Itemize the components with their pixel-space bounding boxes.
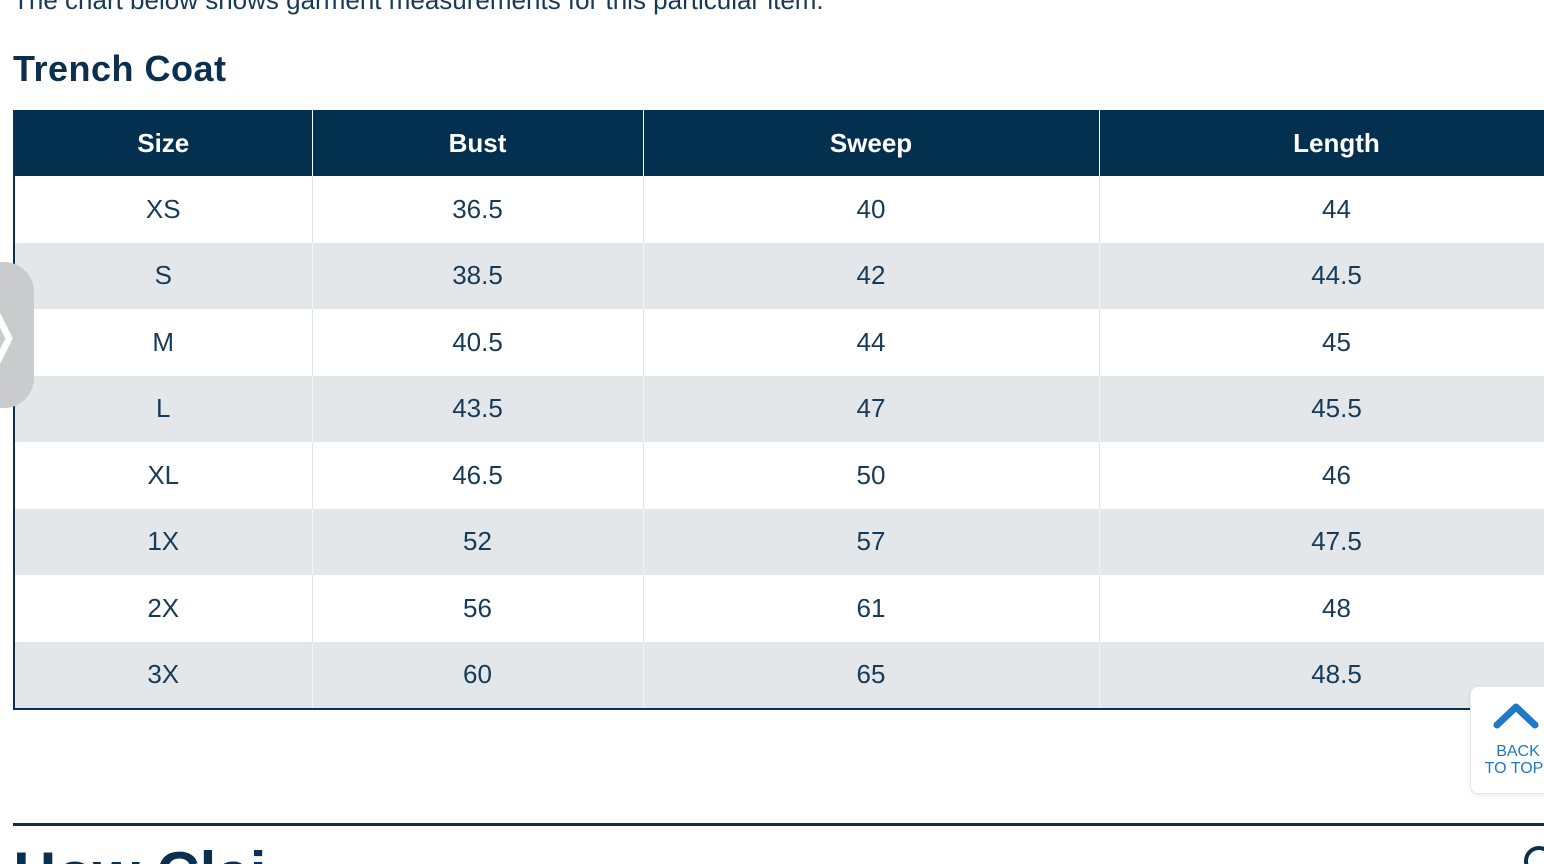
cell-size: L [14,375,313,442]
cell-length: 47.5 [1099,508,1544,575]
table-row: S 38.5 42 44.5 [14,242,1544,309]
size-chart-table: Size Bust Sweep Length XS 36.5 40 44 S 3… [13,110,1544,710]
cell-bust: 40.5 [312,309,644,376]
cell-size: 1X [14,508,313,575]
cell-size: XS [14,176,313,243]
chevron-up-icon [1493,703,1539,729]
cell-bust: 56 [312,575,644,642]
cell-length: 48.5 [1099,641,1544,709]
table-row: XS 36.5 40 44 [14,176,1544,243]
cell-sweep: 44 [643,309,1100,376]
expand-icon[interactable] [1524,846,1544,864]
cell-sweep: 42 [643,242,1100,309]
header-length: Length [1099,110,1544,176]
cell-bust: 36.5 [312,176,644,243]
cell-sweep: 40 [643,176,1100,243]
cell-length: 46 [1099,442,1544,509]
cell-sweep: 57 [643,508,1100,575]
back-to-top-button[interactable]: BACK TO TOP [1470,686,1544,794]
header-size: Size [14,110,313,176]
side-drawer-tab[interactable]: ❭ [0,262,34,408]
cell-length: 44.5 [1099,242,1544,309]
cell-length: 45.5 [1099,375,1544,442]
cell-sweep: 61 [643,575,1100,642]
cell-bust: 43.5 [312,375,644,442]
section-divider [13,823,1544,826]
cell-sweep: 47 [643,375,1100,442]
cell-length: 44 [1099,176,1544,243]
next-section-heading: How Clai [13,842,266,864]
cell-bust: 52 [312,508,644,575]
cell-size: S [14,242,313,309]
cell-sweep: 65 [643,641,1100,709]
cell-length: 45 [1099,309,1544,376]
header-sweep: Sweep [643,110,1100,176]
cell-bust: 46.5 [312,442,644,509]
header-bust: Bust [312,110,644,176]
intro-text: The chart below shows garment measuremen… [13,0,824,15]
cell-size: 2X [14,575,313,642]
cell-bust: 60 [312,641,644,709]
table-row: M 40.5 44 45 [14,309,1544,376]
table-row: L 43.5 47 45.5 [14,375,1544,442]
table-row: 2X 56 61 48 [14,575,1544,642]
cell-sweep: 50 [643,442,1100,509]
table-row: 1X 52 57 47.5 [14,508,1544,575]
cell-size: 3X [14,641,313,709]
cell-length: 48 [1099,575,1544,642]
back-to-top-label-line2: TO TOP [1484,760,1544,777]
back-to-top-label-line1: BACK [1496,743,1540,760]
table-row: XL 46.5 50 46 [14,442,1544,509]
table-header-row: Size Bust Sweep Length [14,110,1544,176]
section-title: Trench Coat [13,48,227,89]
chevron-right-icon: ❭ [0,309,24,361]
cell-bust: 38.5 [312,242,644,309]
table-row: 3X 60 65 48.5 [14,641,1544,709]
cell-size: XL [14,442,313,509]
cell-size: M [14,309,313,376]
